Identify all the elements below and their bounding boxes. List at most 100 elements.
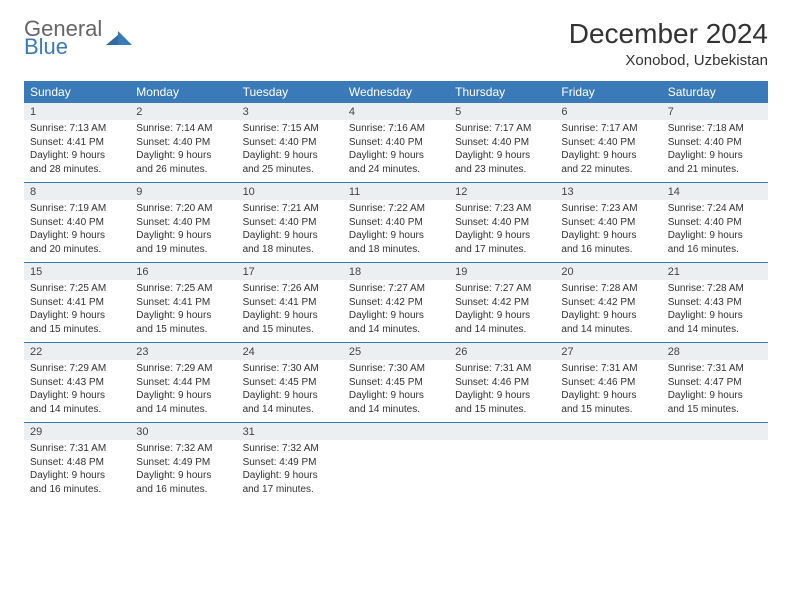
sunset-text: Sunset: 4:41 PM [243,296,337,310]
daylight-text: Daylight: 9 hours and 16 minutes. [561,229,655,256]
sunrise-text: Sunrise: 7:31 AM [561,362,655,376]
sunrise-text: Sunrise: 7:28 AM [561,282,655,296]
day-number-cell: 15 [24,263,130,280]
day-detail-cell: Sunrise: 7:28 AMSunset: 4:43 PMDaylight:… [662,280,768,343]
sunrise-text: Sunrise: 7:23 AM [561,202,655,216]
daynum-row: 1234567 [24,103,768,120]
day-number-cell: 25 [343,343,449,360]
day-detail-cell: Sunrise: 7:18 AMSunset: 4:40 PMDaylight:… [662,120,768,183]
daynum-row: 293031 [24,423,768,440]
daylight-text: Daylight: 9 hours and 14 minutes. [455,309,549,336]
detail-row: Sunrise: 7:25 AMSunset: 4:41 PMDaylight:… [24,280,768,343]
sunset-text: Sunset: 4:49 PM [136,456,230,470]
day-detail-cell [449,440,555,502]
dow-monday: Monday [130,81,236,103]
daylight-text: Daylight: 9 hours and 25 minutes. [243,149,337,176]
sunrise-text: Sunrise: 7:32 AM [136,442,230,456]
daylight-text: Daylight: 9 hours and 14 minutes. [243,389,337,416]
sunset-text: Sunset: 4:47 PM [668,376,762,390]
sunset-text: Sunset: 4:43 PM [30,376,124,390]
daylight-text: Daylight: 9 hours and 18 minutes. [349,229,443,256]
day-number-cell [555,423,661,440]
day-number-cell: 21 [662,263,768,280]
location: Xonobod, Uzbekistan [569,52,768,69]
day-number-cell: 16 [130,263,236,280]
day-detail-cell: Sunrise: 7:26 AMSunset: 4:41 PMDaylight:… [237,280,343,343]
day-detail-cell: Sunrise: 7:23 AMSunset: 4:40 PMDaylight:… [555,200,661,263]
day-number-cell: 31 [237,423,343,440]
day-number-cell: 1 [24,103,130,120]
day-number-cell [343,423,449,440]
day-number-cell [662,423,768,440]
day-detail-cell: Sunrise: 7:24 AMSunset: 4:40 PMDaylight:… [662,200,768,263]
day-number-cell [449,423,555,440]
day-number-cell: 11 [343,183,449,200]
daylight-text: Daylight: 9 hours and 14 minutes. [349,389,443,416]
sunset-text: Sunset: 4:49 PM [243,456,337,470]
sunset-text: Sunset: 4:40 PM [561,216,655,230]
sunset-text: Sunset: 4:40 PM [561,136,655,150]
sunrise-text: Sunrise: 7:31 AM [30,442,124,456]
sunrise-text: Sunrise: 7:29 AM [30,362,124,376]
sunset-text: Sunset: 4:40 PM [349,136,443,150]
dow-wednesday: Wednesday [343,81,449,103]
sunset-text: Sunset: 4:41 PM [30,296,124,310]
dow-friday: Friday [555,81,661,103]
daylight-text: Daylight: 9 hours and 22 minutes. [561,149,655,176]
sunset-text: Sunset: 4:40 PM [668,216,762,230]
day-detail-cell: Sunrise: 7:29 AMSunset: 4:43 PMDaylight:… [24,360,130,423]
sunrise-text: Sunrise: 7:27 AM [349,282,443,296]
day-number-cell: 4 [343,103,449,120]
daylight-text: Daylight: 9 hours and 14 minutes. [561,309,655,336]
daylight-text: Daylight: 9 hours and 19 minutes. [136,229,230,256]
day-detail-cell: Sunrise: 7:13 AMSunset: 4:41 PMDaylight:… [24,120,130,183]
sunrise-text: Sunrise: 7:30 AM [243,362,337,376]
sunrise-text: Sunrise: 7:31 AM [668,362,762,376]
daynum-row: 15161718192021 [24,263,768,280]
sunrise-text: Sunrise: 7:31 AM [455,362,549,376]
day-detail-cell: Sunrise: 7:29 AMSunset: 4:44 PMDaylight:… [130,360,236,423]
daylight-text: Daylight: 9 hours and 14 minutes. [668,309,762,336]
sunrise-text: Sunrise: 7:15 AM [243,122,337,136]
day-detail-cell: Sunrise: 7:21 AMSunset: 4:40 PMDaylight:… [237,200,343,263]
day-detail-cell: Sunrise: 7:17 AMSunset: 4:40 PMDaylight:… [555,120,661,183]
detail-row: Sunrise: 7:19 AMSunset: 4:40 PMDaylight:… [24,200,768,263]
day-number-cell: 27 [555,343,661,360]
day-number-cell: 3 [237,103,343,120]
sunset-text: Sunset: 4:40 PM [455,136,549,150]
day-detail-cell: Sunrise: 7:31 AMSunset: 4:46 PMDaylight:… [555,360,661,423]
day-detail-cell: Sunrise: 7:30 AMSunset: 4:45 PMDaylight:… [343,360,449,423]
day-detail-cell: Sunrise: 7:31 AMSunset: 4:46 PMDaylight:… [449,360,555,423]
daylight-text: Daylight: 9 hours and 16 minutes. [30,469,124,496]
day-detail-cell: Sunrise: 7:20 AMSunset: 4:40 PMDaylight:… [130,200,236,263]
title-block: December 2024 Xonobod, Uzbekistan [569,18,768,69]
daylight-text: Daylight: 9 hours and 14 minutes. [349,309,443,336]
day-detail-cell: Sunrise: 7:15 AMSunset: 4:40 PMDaylight:… [237,120,343,183]
header: General Blue December 2024 Xonobod, Uzbe… [24,18,768,69]
sunset-text: Sunset: 4:40 PM [243,136,337,150]
daylight-text: Daylight: 9 hours and 18 minutes. [243,229,337,256]
day-detail-cell: Sunrise: 7:25 AMSunset: 4:41 PMDaylight:… [24,280,130,343]
day-detail-cell: Sunrise: 7:28 AMSunset: 4:42 PMDaylight:… [555,280,661,343]
daylight-text: Daylight: 9 hours and 16 minutes. [668,229,762,256]
daylight-text: Daylight: 9 hours and 15 minutes. [136,309,230,336]
sunrise-text: Sunrise: 7:21 AM [243,202,337,216]
sunrise-text: Sunrise: 7:22 AM [349,202,443,216]
dow-row: Sunday Monday Tuesday Wednesday Thursday… [24,81,768,103]
day-detail-cell: Sunrise: 7:14 AMSunset: 4:40 PMDaylight:… [130,120,236,183]
detail-row: Sunrise: 7:31 AMSunset: 4:48 PMDaylight:… [24,440,768,502]
day-number-cell: 20 [555,263,661,280]
sunset-text: Sunset: 4:40 PM [668,136,762,150]
sunset-text: Sunset: 4:42 PM [561,296,655,310]
day-detail-cell: Sunrise: 7:31 AMSunset: 4:47 PMDaylight:… [662,360,768,423]
daylight-text: Daylight: 9 hours and 15 minutes. [668,389,762,416]
day-detail-cell: Sunrise: 7:17 AMSunset: 4:40 PMDaylight:… [449,120,555,183]
sunrise-text: Sunrise: 7:28 AM [668,282,762,296]
sunset-text: Sunset: 4:45 PM [349,376,443,390]
day-detail-cell [343,440,449,502]
sunset-text: Sunset: 4:40 PM [243,216,337,230]
day-detail-cell: Sunrise: 7:32 AMSunset: 4:49 PMDaylight:… [237,440,343,502]
sunrise-text: Sunrise: 7:23 AM [455,202,549,216]
sunset-text: Sunset: 4:40 PM [30,216,124,230]
dow-tuesday: Tuesday [237,81,343,103]
